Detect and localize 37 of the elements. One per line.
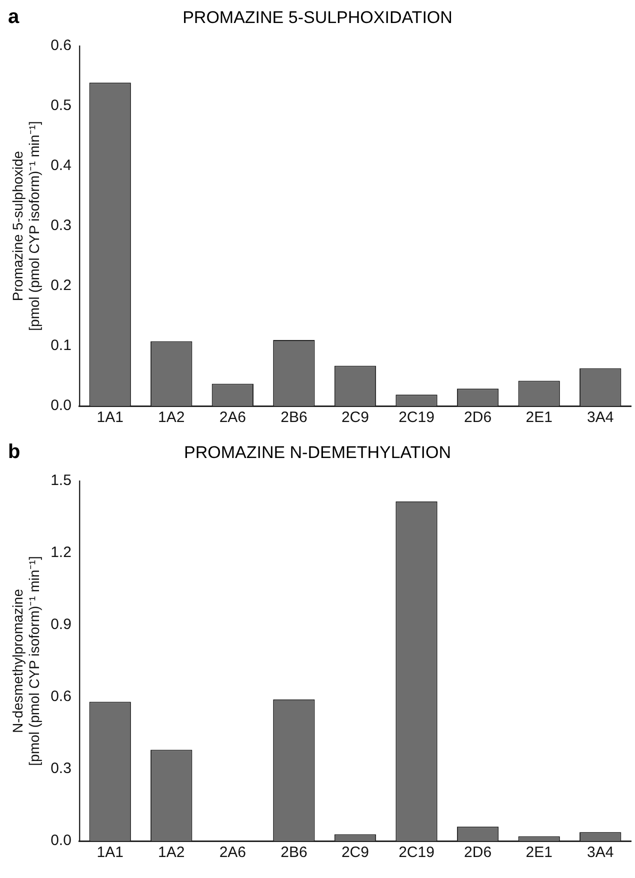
y-tick-label: 0.0: [50, 832, 72, 850]
y-tick-label: 1.5: [50, 472, 72, 490]
x-tick-label: 2C19: [398, 844, 434, 862]
x-tick-label: 2C9: [341, 844, 369, 862]
x-tick-label: 2D6: [464, 844, 492, 862]
x-tick-label: 1A2: [158, 844, 185, 862]
x-tick-label: 2D6: [464, 409, 492, 426]
y-tick-label: 0.3: [50, 760, 72, 778]
x-tick-label: 2A6: [219, 409, 246, 426]
y-axis-title: Promazine 5-sulphoxide [pmol (pmol CYP isoform)⁻¹ min⁻¹]: [9, 121, 42, 331]
x-tick-label: 3A4: [587, 409, 614, 426]
x-tick-label: 1A1: [96, 844, 124, 862]
y-axis-title: N-desmethylpromazine [pmol (pmol CYP isoform)⁻¹ min⁻¹]: [9, 556, 42, 766]
y-tick-label: 1.2: [50, 544, 72, 562]
y-tick-label: 0.0: [50, 397, 72, 414]
y-tick-label: 0.3: [50, 217, 72, 234]
x-tick-label: 2C9: [341, 409, 369, 426]
y-tick-label: 0.4: [50, 157, 72, 174]
x-tick-label: 2A6: [219, 844, 246, 862]
chart-title: PROMAZINE 5-SULPHOXIDATION: [182, 8, 452, 27]
text: b: [8, 441, 20, 464]
x-tick-label: 2B6: [280, 844, 308, 862]
y-tick-label: 0.2: [50, 277, 72, 294]
y-tick-label: 0.1: [50, 337, 72, 354]
chart-title: PROMAZINE N-DEMETHYLATION: [184, 443, 451, 462]
y-tick-label: 0.5: [50, 97, 72, 114]
y-tick-label: 0.9: [50, 616, 72, 634]
x-tick-label: 1A1: [96, 409, 124, 426]
x-tick-label: 2C19: [398, 409, 434, 426]
x-tick-label: 2E1: [526, 844, 552, 862]
x-tick-label: 2B6: [280, 409, 308, 426]
y-tick-label: 0.6: [50, 37, 72, 54]
x-tick-label: 2E1: [526, 409, 552, 426]
x-tick-label: 1A2: [158, 409, 185, 426]
text: a: [8, 6, 20, 29]
x-tick-label: 3A4: [587, 844, 614, 862]
y-tick-label: 0.6: [50, 688, 72, 706]
